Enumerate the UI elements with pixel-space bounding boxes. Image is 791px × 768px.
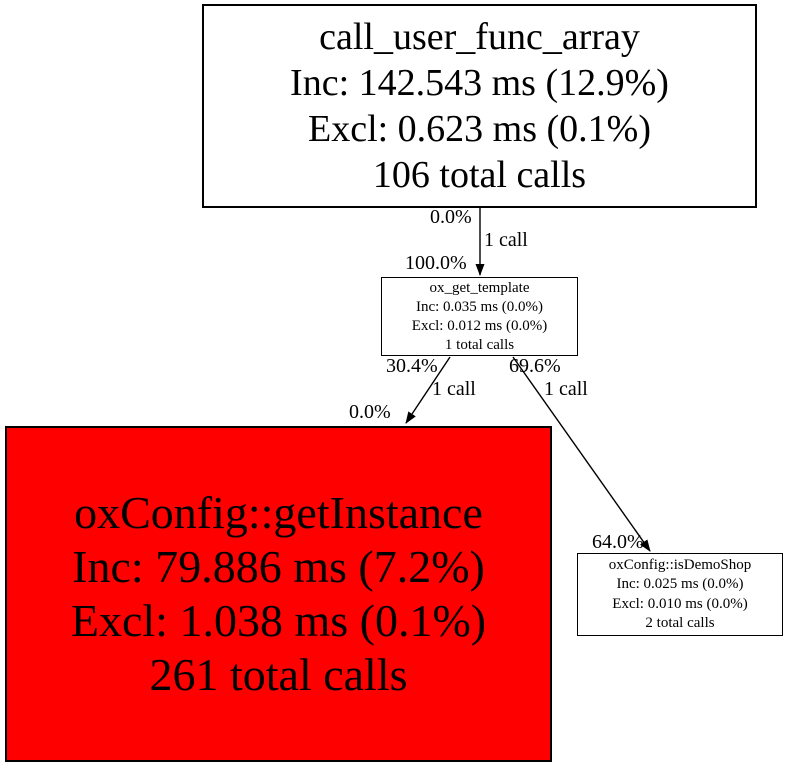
node-total-calls: 106 total calls — [372, 154, 587, 196]
node-exclusive-time: Excl: 0.623 ms (0.1%) — [307, 108, 651, 150]
node-title: oxConfig::getInstance — [74, 487, 483, 538]
node-inclusive-time: Inc: 142.543 ms (12.9%) — [290, 62, 669, 104]
node-title: oxConfig::isDemoShop — [608, 556, 752, 573]
edge-template-to-isdemoshop — [512, 356, 651, 552]
edge-label-end-percent: 64.0% — [592, 531, 644, 553]
node-total-calls: 261 total calls — [149, 649, 408, 700]
node-oxconfig-isdemoshop: oxConfig::isDemoShop Inc: 0.025 ms (0.0%… — [577, 553, 783, 636]
node-exclusive-time: Excl: 1.038 ms (0.1%) — [70, 595, 487, 646]
node-call-user-func-array: call_user_func_array Inc: 142.543 ms (12… — [202, 4, 757, 208]
node-title: ox_get_template — [429, 279, 530, 296]
node-total-calls: 2 total calls — [645, 615, 715, 631]
node-inclusive-time: Inc: 79.886 ms (7.2%) — [72, 541, 485, 592]
edge-label-call-count: 1 call — [432, 378, 476, 400]
edge-label-call-count: 1 call — [544, 378, 588, 400]
node-inclusive-time: Inc: 0.035 ms (0.0%) — [415, 298, 544, 315]
node-total-calls: 1 total calls — [444, 336, 515, 353]
node-exclusive-time: Excl: 0.012 ms (0.0%) — [411, 317, 548, 334]
node-ox-get-template: ox_get_template Inc: 0.035 ms (0.0%) Exc… — [381, 277, 578, 356]
node-exclusive-time: Excl: 0.010 ms (0.0%) — [612, 595, 748, 612]
node-inclusive-time: Inc: 0.025 ms (0.0%) — [616, 576, 744, 592]
edge-label-end-percent: 100.0% — [405, 252, 467, 274]
node-oxconfig-getinstance: oxConfig::getInstance Inc: 79.886 ms (7.… — [5, 426, 552, 762]
edge-label-start-percent: 30.4% — [386, 355, 438, 377]
edge-label-end-percent: 0.0% — [349, 401, 391, 423]
edge-label-start-percent: 0.0% — [430, 206, 472, 228]
edge-label-call-count: 1 call — [484, 229, 528, 251]
edge-template-to-getinstance — [405, 356, 451, 424]
edge-label-start-percent: 69.6% — [509, 355, 561, 377]
node-title: call_user_func_array — [319, 16, 640, 58]
